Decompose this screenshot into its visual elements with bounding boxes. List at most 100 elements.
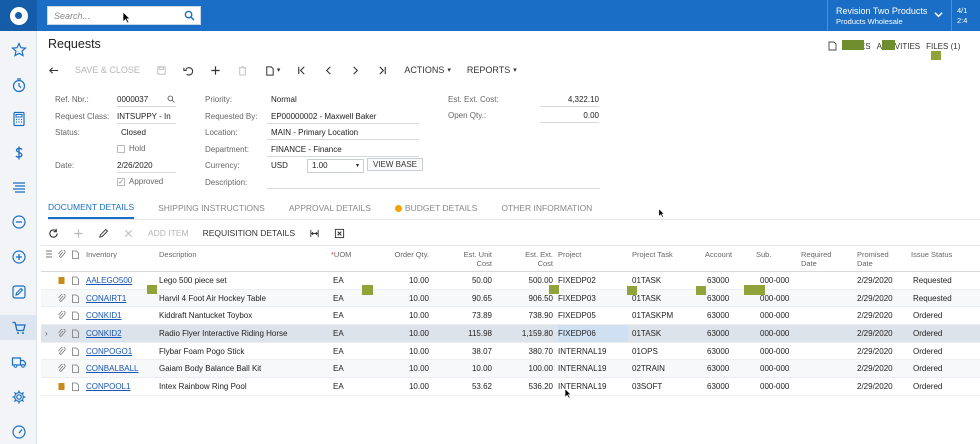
add-item-button[interactable]: ADD ITEM	[148, 228, 189, 238]
hold-checkbox[interactable]: Hold	[117, 144, 145, 153]
attachment-icon[interactable]	[57, 307, 66, 324]
delete-icon[interactable]	[237, 65, 248, 76]
col-promised-date[interactable]: Promised Date	[857, 250, 889, 268]
cell-inventory-text[interactable]: CONAIRT1	[86, 293, 127, 303]
col-unit-cost[interactable]: Est. Unit Cost	[463, 250, 492, 268]
cell-inventory[interactable]: CONPOOL1	[86, 378, 156, 395]
note-icon[interactable]	[71, 325, 80, 342]
cell-inventory[interactable]: CONAIRT1	[86, 290, 156, 307]
date-time-display[interactable]: 4/1 2:4	[951, 0, 980, 31]
plus-circle-icon[interactable]	[9, 247, 28, 266]
back-button[interactable]	[48, 65, 59, 76]
row-selector-chevron-icon[interactable]: ›	[45, 328, 48, 338]
col-required-date[interactable]: Required Date	[801, 250, 832, 268]
col-ext-cost[interactable]: Est. Ext. Cost	[525, 250, 553, 268]
gear-icon[interactable]	[9, 387, 28, 406]
actions-menu[interactable]: ACTIONS ▾	[404, 65, 451, 75]
files-link[interactable]: FILES (1)	[926, 42, 960, 51]
table-row[interactable]: CONPOGO1 Flybar Foam Pogo Stick EA 10.00 38.…	[41, 343, 980, 361]
col-account[interactable]: Account	[705, 250, 733, 259]
gauge-icon[interactable]	[9, 422, 28, 441]
note-icon[interactable]	[71, 307, 80, 324]
tab-approval-details[interactable]: APPROVAL DETAILS	[289, 202, 371, 219]
dollar-icon[interactable]	[9, 143, 28, 162]
cell-inventory[interactable]: CONBALBALL	[86, 360, 156, 377]
last-record-icon[interactable]	[377, 65, 388, 76]
cell-inventory-text[interactable]: CONKID1	[86, 311, 122, 321]
description-field[interactable]	[267, 178, 600, 189]
col-description[interactable]: Description	[159, 250, 197, 259]
save-icon[interactable]	[156, 65, 167, 76]
attachment-file-icon[interactable]	[57, 272, 66, 289]
cell-inventory-text[interactable]: AALEGO500	[86, 275, 133, 285]
ref-nbr-field[interactable]: 0000037	[117, 95, 176, 107]
cell-inventory-text[interactable]: CONPOGO1	[86, 346, 133, 356]
truck-icon[interactable]	[9, 352, 28, 371]
note-icon[interactable]	[71, 378, 80, 395]
clock-icon[interactable]	[9, 75, 28, 94]
request-class-field[interactable]: INTSUPPY - In	[117, 112, 176, 124]
row-settings-icon[interactable]	[45, 246, 53, 271]
add-row-icon[interactable]	[73, 228, 84, 239]
note-icon[interactable]	[71, 360, 80, 377]
currency-rate-select[interactable]: 1.00 ▾	[307, 159, 364, 173]
first-record-icon[interactable]	[296, 65, 307, 76]
logo-icon[interactable]	[0, 0, 37, 31]
attachment-file-icon[interactable]	[57, 378, 66, 395]
col-sub[interactable]: Sub.	[756, 250, 772, 259]
location-field[interactable]: MAIN - Primary Location	[267, 128, 419, 140]
star-icon[interactable]	[9, 40, 28, 59]
view-base-button[interactable]: VIEW BASE	[367, 158, 424, 171]
attachment-icon[interactable]	[57, 290, 66, 307]
col-issue-status[interactable]: Issue Status	[911, 250, 953, 259]
table-row[interactable]: AALEGO500 Lego 500 piece set EA 10.00 50.00 5…	[41, 272, 980, 290]
tab-budget-details[interactable]: BUDGET DETAILS	[394, 202, 477, 219]
date-field[interactable]: 2/26/2020	[117, 161, 176, 173]
table-row[interactable]: CONBALBALL Gaiam Body Balance Ball Kit EA 1…	[41, 360, 980, 379]
cell-inventory-text[interactable]: CONBALBALL	[86, 364, 139, 374]
priority-value[interactable]: Normal	[271, 95, 297, 104]
save-close-button[interactable]: SAVE & CLOSE	[75, 65, 140, 75]
activities-link[interactable]: ACTIVITIES	[877, 42, 921, 51]
table-row[interactable]: CONAIRT1 Harvil 4 Foot Air Hockey Table EA…	[41, 289, 980, 308]
fit-columns-icon[interactable]	[309, 228, 320, 239]
minus-circle-icon[interactable]	[9, 212, 28, 231]
requisition-details-button[interactable]: REQUISITION DETAILS	[202, 228, 296, 238]
next-record-icon[interactable]	[350, 65, 361, 76]
department-field[interactable]: FINANCE - Finance	[267, 145, 419, 157]
delete-row-icon[interactable]	[123, 228, 134, 239]
attachment-icon[interactable]	[57, 360, 66, 377]
table-row[interactable]: CONPOOL1 Intex Rainbow Ring Pool EA 10.00 53…	[41, 378, 980, 396]
note-icon[interactable]	[71, 272, 80, 289]
refresh-icon[interactable]	[48, 228, 59, 239]
cell-inventory-text[interactable]: CONPOOL1	[86, 381, 131, 391]
edit-icon[interactable]	[9, 282, 28, 301]
note-icon[interactable]	[71, 290, 80, 307]
cell-inventory[interactable]: CONKID2	[86, 325, 156, 342]
undo-icon[interactable]	[183, 65, 194, 76]
prev-record-icon[interactable]	[323, 65, 334, 76]
requested-by-field[interactable]: EP00000002 - Maxwell Baker	[267, 112, 419, 124]
reports-menu[interactable]: REPORTS ▾	[466, 65, 517, 75]
tenant-selector[interactable]: Revision Two Products Products Wholesale	[827, 0, 951, 31]
tab-shipping-instructions[interactable]: SHIPPING INSTRUCTIONS	[158, 202, 265, 219]
calculator-icon[interactable]	[9, 109, 28, 128]
status-value[interactable]: Closed	[121, 128, 146, 137]
col-uom[interactable]: * UOM	[331, 250, 352, 259]
add-icon[interactable]	[210, 65, 221, 76]
tab-document-details[interactable]: DOCUMENT DETAILS	[48, 202, 135, 219]
search-icon[interactable]	[184, 10, 195, 23]
approved-checkbox[interactable]: ✓ Approved	[117, 177, 164, 186]
search-icon[interactable]	[167, 95, 175, 103]
col-inventory[interactable]: Inventory	[86, 250, 117, 259]
attachment-icon[interactable]	[57, 325, 66, 342]
export-excel-icon[interactable]	[334, 228, 345, 239]
list-icon[interactable]	[9, 177, 28, 196]
table-row[interactable]: › CONKID2 Radio Flyer Interactive Riding H…	[41, 325, 980, 343]
copy-paste-icon[interactable]: ▾	[264, 65, 280, 76]
tab-other-information[interactable]: OTHER INFORMATION	[501, 202, 592, 219]
cart-icon[interactable]	[0, 315, 37, 340]
currency-value[interactable]: USD	[271, 161, 288, 170]
cell-inventory[interactable]: CONPOGO1	[86, 343, 156, 360]
col-project-task[interactable]: Project Task	[632, 250, 673, 259]
